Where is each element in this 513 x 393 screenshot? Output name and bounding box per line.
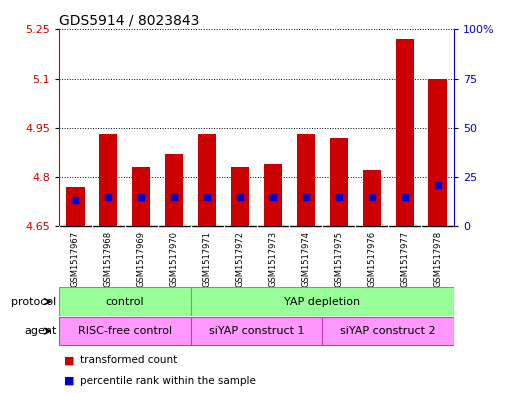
Text: GSM1517973: GSM1517973	[268, 231, 278, 287]
Text: ■: ■	[64, 376, 74, 386]
Bar	[297, 134, 315, 226]
Bar	[59, 287, 191, 316]
Text: protocol: protocol	[11, 297, 56, 307]
Text: GSM1517976: GSM1517976	[367, 231, 376, 287]
Text: control: control	[106, 297, 144, 307]
Bar	[100, 134, 117, 226]
Text: transformed count: transformed count	[80, 355, 177, 365]
Text: ■: ■	[64, 355, 74, 365]
Bar	[330, 138, 348, 226]
Bar	[191, 287, 454, 316]
Bar	[396, 39, 413, 226]
Text: GSM1517967: GSM1517967	[71, 231, 80, 287]
Text: RISC-free control: RISC-free control	[78, 326, 172, 336]
Text: siYAP construct 1: siYAP construct 1	[209, 326, 304, 336]
Bar	[132, 167, 150, 226]
Bar	[191, 317, 322, 345]
Text: GSM1517971: GSM1517971	[203, 231, 212, 287]
Text: GSM1517978: GSM1517978	[433, 231, 442, 287]
Bar	[428, 79, 447, 226]
Text: GSM1517970: GSM1517970	[170, 231, 179, 287]
Bar	[322, 317, 454, 345]
Text: GSM1517969: GSM1517969	[137, 231, 146, 287]
Bar	[231, 167, 249, 226]
Text: GSM1517974: GSM1517974	[301, 231, 310, 287]
Text: GSM1517972: GSM1517972	[235, 231, 245, 287]
Bar	[165, 154, 183, 226]
Text: YAP depletion: YAP depletion	[284, 297, 361, 307]
Bar	[363, 170, 381, 226]
Text: GSM1517975: GSM1517975	[334, 231, 343, 287]
Bar	[66, 187, 85, 226]
Bar	[264, 164, 282, 226]
Bar	[59, 317, 191, 345]
Text: GSM1517968: GSM1517968	[104, 231, 113, 287]
Text: agent: agent	[24, 326, 56, 336]
Text: percentile rank within the sample: percentile rank within the sample	[80, 376, 255, 386]
Text: GSM1517977: GSM1517977	[400, 231, 409, 287]
Text: GDS5914 / 8023843: GDS5914 / 8023843	[59, 13, 200, 28]
Text: siYAP construct 2: siYAP construct 2	[340, 326, 436, 336]
Bar	[198, 134, 216, 226]
